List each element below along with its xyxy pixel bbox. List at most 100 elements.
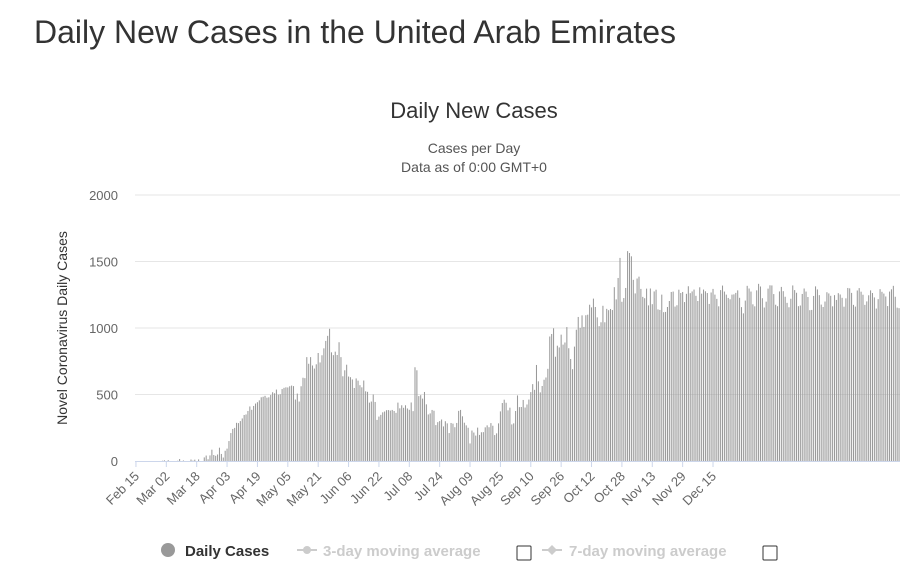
bar[interactable] xyxy=(298,401,300,461)
bar[interactable] xyxy=(649,288,651,462)
bar[interactable] xyxy=(896,307,898,461)
bar[interactable] xyxy=(581,315,583,461)
bar[interactable] xyxy=(820,304,822,461)
bar[interactable] xyxy=(680,293,682,461)
bar[interactable] xyxy=(809,310,811,461)
bar[interactable] xyxy=(321,355,323,461)
bar[interactable] xyxy=(721,285,724,461)
checkbox-7-day-average[interactable] xyxy=(762,545,778,561)
bar[interactable] xyxy=(329,328,331,461)
bar[interactable] xyxy=(890,289,892,461)
bar[interactable] xyxy=(767,288,769,461)
bar[interactable] xyxy=(355,378,357,461)
legend-item-3-day-average[interactable]: 3-day moving average xyxy=(297,543,481,560)
bar[interactable] xyxy=(444,421,446,461)
bar[interactable] xyxy=(835,299,837,461)
bar[interactable] xyxy=(386,410,388,461)
bar[interactable] xyxy=(729,299,731,461)
bar[interactable] xyxy=(499,411,501,461)
bar[interactable] xyxy=(511,424,513,461)
bar[interactable] xyxy=(636,278,638,461)
bar[interactable] xyxy=(824,301,826,461)
bar[interactable] xyxy=(592,298,594,461)
bar[interactable] xyxy=(868,295,870,461)
bar[interactable] xyxy=(294,399,296,461)
bar[interactable] xyxy=(349,377,351,461)
bar[interactable] xyxy=(479,434,481,461)
bar[interactable] xyxy=(573,346,575,461)
bar[interactable] xyxy=(218,447,220,461)
bar[interactable] xyxy=(215,455,217,461)
bar[interactable] xyxy=(255,403,257,461)
bar[interactable] xyxy=(632,279,634,461)
bar[interactable] xyxy=(594,306,596,461)
bar[interactable] xyxy=(163,460,165,461)
bar[interactable] xyxy=(668,301,670,461)
bar[interactable] xyxy=(475,435,477,461)
bar[interactable] xyxy=(368,402,370,461)
bar[interactable] xyxy=(839,294,841,461)
bar[interactable] xyxy=(220,453,222,461)
bar[interactable] xyxy=(501,403,503,461)
bar[interactable] xyxy=(167,460,169,461)
bar[interactable] xyxy=(627,251,629,461)
bar[interactable] xyxy=(773,294,775,461)
bar[interactable] xyxy=(579,327,581,461)
bar[interactable] xyxy=(788,307,790,461)
bar[interactable] xyxy=(372,394,374,462)
bar[interactable] xyxy=(367,391,369,461)
bar[interactable] xyxy=(748,288,750,462)
bar[interactable] xyxy=(780,286,782,461)
bar[interactable] xyxy=(363,380,365,461)
bar[interactable] xyxy=(699,287,701,461)
bar[interactable] xyxy=(480,432,482,461)
bar[interactable] xyxy=(740,307,743,461)
bar[interactable] xyxy=(270,395,272,461)
bar[interactable] xyxy=(222,457,224,461)
bar[interactable] xyxy=(460,409,462,461)
bar[interactable] xyxy=(393,410,395,461)
bar[interactable] xyxy=(313,368,315,461)
bar[interactable] xyxy=(387,410,389,461)
bar[interactable] xyxy=(532,384,534,461)
bar[interactable] xyxy=(864,304,866,461)
bar[interactable] xyxy=(190,459,192,461)
bar[interactable] xyxy=(266,397,268,461)
bar[interactable] xyxy=(786,302,788,461)
bar[interactable] xyxy=(577,316,579,461)
bar[interactable] xyxy=(401,405,403,461)
bar[interactable] xyxy=(693,289,695,461)
bar[interactable] xyxy=(414,367,416,461)
bar[interactable] xyxy=(672,291,674,461)
bar[interactable] xyxy=(871,293,873,461)
legend-item-daily-cases[interactable]: Daily Cases xyxy=(161,543,269,560)
bar[interactable] xyxy=(661,294,663,461)
bar[interactable] xyxy=(441,419,443,462)
bar[interactable] xyxy=(640,288,642,461)
bar[interactable] xyxy=(646,288,648,461)
bar[interactable] xyxy=(759,286,761,462)
bar[interactable] xyxy=(399,408,401,461)
bar[interactable] xyxy=(691,291,693,461)
bar[interactable] xyxy=(260,397,262,461)
bar[interactable] xyxy=(628,252,631,461)
bar[interactable] xyxy=(247,410,249,461)
bar[interactable] xyxy=(416,370,418,461)
bar[interactable] xyxy=(866,301,868,461)
bar[interactable] xyxy=(496,433,498,461)
bar[interactable] xyxy=(606,308,608,461)
bar[interactable] xyxy=(797,306,799,461)
bar[interactable] xyxy=(452,423,454,461)
bar[interactable] xyxy=(534,389,536,461)
bar[interactable] xyxy=(245,414,247,461)
bar[interactable] xyxy=(750,291,752,461)
bar[interactable] xyxy=(826,292,828,461)
bar[interactable] xyxy=(763,307,765,461)
bar[interactable] xyxy=(179,459,181,461)
bar[interactable] xyxy=(291,385,293,461)
bar[interactable] xyxy=(894,296,896,461)
bar[interactable] xyxy=(241,418,243,461)
bar[interactable] xyxy=(311,365,314,461)
bar[interactable] xyxy=(258,400,260,461)
bar[interactable] xyxy=(490,423,492,461)
